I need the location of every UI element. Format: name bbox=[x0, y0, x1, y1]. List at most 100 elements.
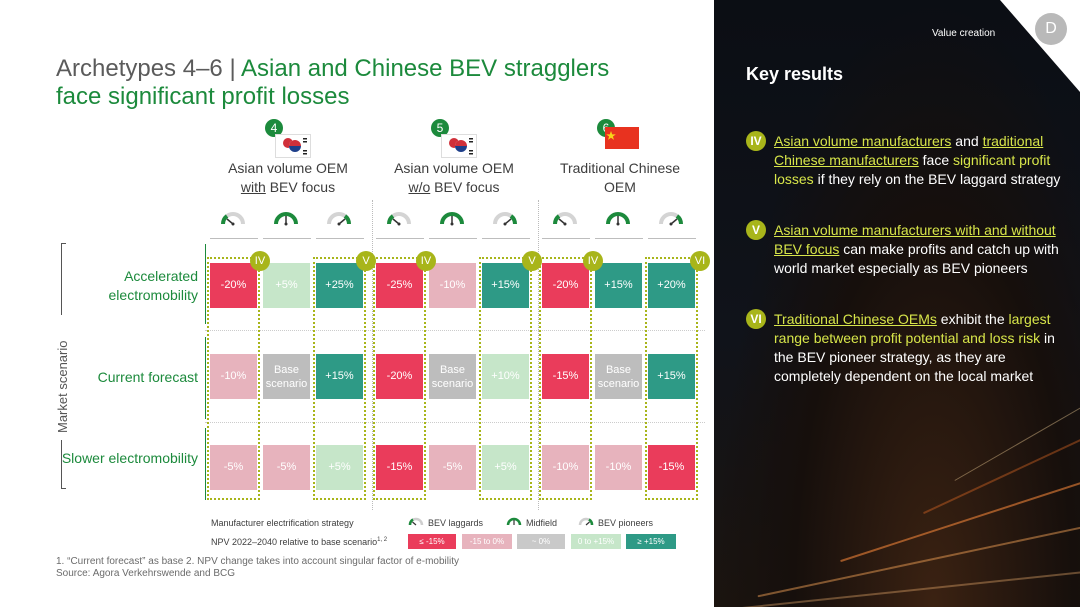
row-label-accelerated: Accelerated electromobility bbox=[108, 268, 198, 303]
row-bracket bbox=[205, 428, 206, 500]
archetype-number: 5 bbox=[431, 119, 449, 137]
roman-marker: IV bbox=[416, 251, 436, 271]
key-result-vi: VI Traditional Chinese OEMs exhibit the … bbox=[746, 309, 1066, 386]
roman-marker: V bbox=[356, 251, 376, 271]
npv-cell: +15% bbox=[316, 354, 363, 399]
gauge-underline bbox=[648, 238, 696, 239]
bev-pioneers-gauge-icon bbox=[321, 200, 357, 236]
legend-bin: -15 to 0% bbox=[462, 534, 512, 549]
npv-cell: Base scenario bbox=[595, 354, 642, 399]
title-line-2: face significant profit losses bbox=[56, 83, 350, 110]
midfield-gauge-icon bbox=[268, 200, 304, 236]
section-label: Value creation bbox=[932, 28, 996, 39]
roman-numeral-badge: VI bbox=[746, 309, 766, 329]
npv-cell: +5% bbox=[482, 445, 529, 490]
highlight-box-v bbox=[313, 257, 366, 500]
gauge-underline bbox=[595, 238, 643, 239]
bev-pioneers-gauge-icon bbox=[487, 200, 523, 236]
npv-cell: -5% bbox=[210, 445, 257, 490]
npv-cell: -10% bbox=[542, 445, 589, 490]
light-streak bbox=[714, 570, 1080, 607]
axis-line-top bbox=[61, 243, 62, 315]
column-separator bbox=[538, 200, 539, 510]
roman-marker: V bbox=[522, 251, 542, 271]
row-bracket bbox=[205, 337, 206, 419]
npv-cell: -20% bbox=[542, 263, 589, 308]
section-badge: D bbox=[1035, 13, 1067, 45]
legend-bin: 0 to +15% bbox=[571, 534, 621, 549]
key-result-iv: IV Asian volume manufacturers and tradit… bbox=[746, 131, 1066, 189]
npv-cell: -15% bbox=[648, 445, 695, 490]
highlight-box-iv bbox=[207, 257, 260, 500]
column-header-5: Asian volume OEM w/o BEV focus bbox=[394, 160, 514, 195]
npv-cell: +15% bbox=[482, 263, 529, 308]
title-line-1: Asian and Chinese BEV stragglers bbox=[241, 55, 610, 82]
npv-cell: +10% bbox=[482, 354, 529, 399]
key-result-v: V Asian volume manufacturers with and wi… bbox=[746, 220, 1066, 278]
key-results-heading: Key results bbox=[746, 64, 844, 84]
npv-cell: -15% bbox=[376, 445, 423, 490]
npv-cell: -5% bbox=[429, 445, 476, 490]
bev-pioneers-gauge-icon bbox=[578, 514, 594, 530]
south-korea-japan-flag-icon bbox=[275, 134, 311, 158]
midfield-gauge-icon bbox=[600, 200, 636, 236]
npv-cell: Base scenario bbox=[263, 354, 310, 399]
legend-strategy-label: Manufacturer electrification strategy bbox=[211, 518, 354, 528]
footnotes: 1. “Current forecast” as base 2. NPV cha… bbox=[56, 556, 459, 579]
column-header-6: Traditional Chinese OEM bbox=[559, 160, 681, 195]
gauge-underline bbox=[542, 238, 590, 239]
row-separator bbox=[205, 422, 705, 423]
legend-item: Midfield bbox=[526, 518, 558, 528]
gauge-underline bbox=[210, 238, 258, 239]
midfield-gauge-icon bbox=[434, 200, 470, 236]
npv-cell: +5% bbox=[316, 445, 363, 490]
row-label-slower: Slower electromobility bbox=[61, 450, 198, 466]
roman-marker: VI bbox=[690, 251, 710, 271]
legend-bin: ≤ -15% bbox=[408, 534, 456, 549]
npv-cell: -5% bbox=[263, 445, 310, 490]
highlight-box-iv bbox=[539, 257, 592, 500]
archetype-number: 4 bbox=[265, 119, 283, 137]
npv-cell: -10% bbox=[210, 354, 257, 399]
npv-cell: -20% bbox=[210, 263, 257, 308]
china-flag-icon bbox=[605, 127, 639, 149]
highlight-box-iv bbox=[373, 257, 426, 500]
row-bracket bbox=[205, 244, 206, 324]
axis-tick-top bbox=[61, 243, 66, 244]
legend-item: BEV pioneers bbox=[598, 518, 654, 528]
light-streak bbox=[922, 427, 1080, 515]
npv-cell: Base scenario bbox=[429, 354, 476, 399]
column-header-4: Asian volume OEM with BEV focus bbox=[228, 160, 348, 195]
npv-cell: -25% bbox=[376, 263, 423, 308]
gauge-underline bbox=[482, 238, 530, 239]
bev-laggards-gauge-icon bbox=[381, 200, 417, 236]
bev-pioneers-gauge-icon bbox=[653, 200, 689, 236]
axis-tick-bottom bbox=[61, 488, 66, 489]
highlight-box-v bbox=[479, 257, 532, 500]
npv-cell: +20% bbox=[648, 263, 695, 308]
highlight-box-vi bbox=[645, 257, 698, 500]
roman-marker: IV bbox=[250, 251, 270, 271]
bev-laggards-gauge-icon bbox=[215, 200, 251, 236]
key-results-panel bbox=[714, 0, 1080, 607]
bev-laggards-gauge-icon bbox=[408, 514, 424, 530]
npv-cell: +5% bbox=[263, 263, 310, 308]
npv-cell: +15% bbox=[595, 263, 642, 308]
title-prefix: Archetypes 4–6 | bbox=[56, 55, 242, 82]
legend-bin: ~ 0% bbox=[517, 534, 565, 549]
npv-cell: +25% bbox=[316, 263, 363, 308]
south-korea-japan-flag-icon bbox=[441, 134, 477, 158]
legend-item: BEV laggards bbox=[428, 518, 484, 528]
roman-numeral-badge: IV bbox=[746, 131, 766, 151]
bev-laggards-gauge-icon bbox=[547, 200, 583, 236]
page-title: Archetypes 4–6 | Asian and Chinese BEV s… bbox=[56, 55, 706, 111]
row-separator bbox=[205, 330, 705, 331]
npv-cell: -10% bbox=[595, 445, 642, 490]
gauge-underline bbox=[376, 238, 424, 239]
npv-cell: -15% bbox=[542, 354, 589, 399]
column-separator bbox=[372, 200, 373, 510]
npv-cell: -10% bbox=[429, 263, 476, 308]
npv-cell: -20% bbox=[376, 354, 423, 399]
midfield-gauge-icon bbox=[506, 514, 522, 530]
